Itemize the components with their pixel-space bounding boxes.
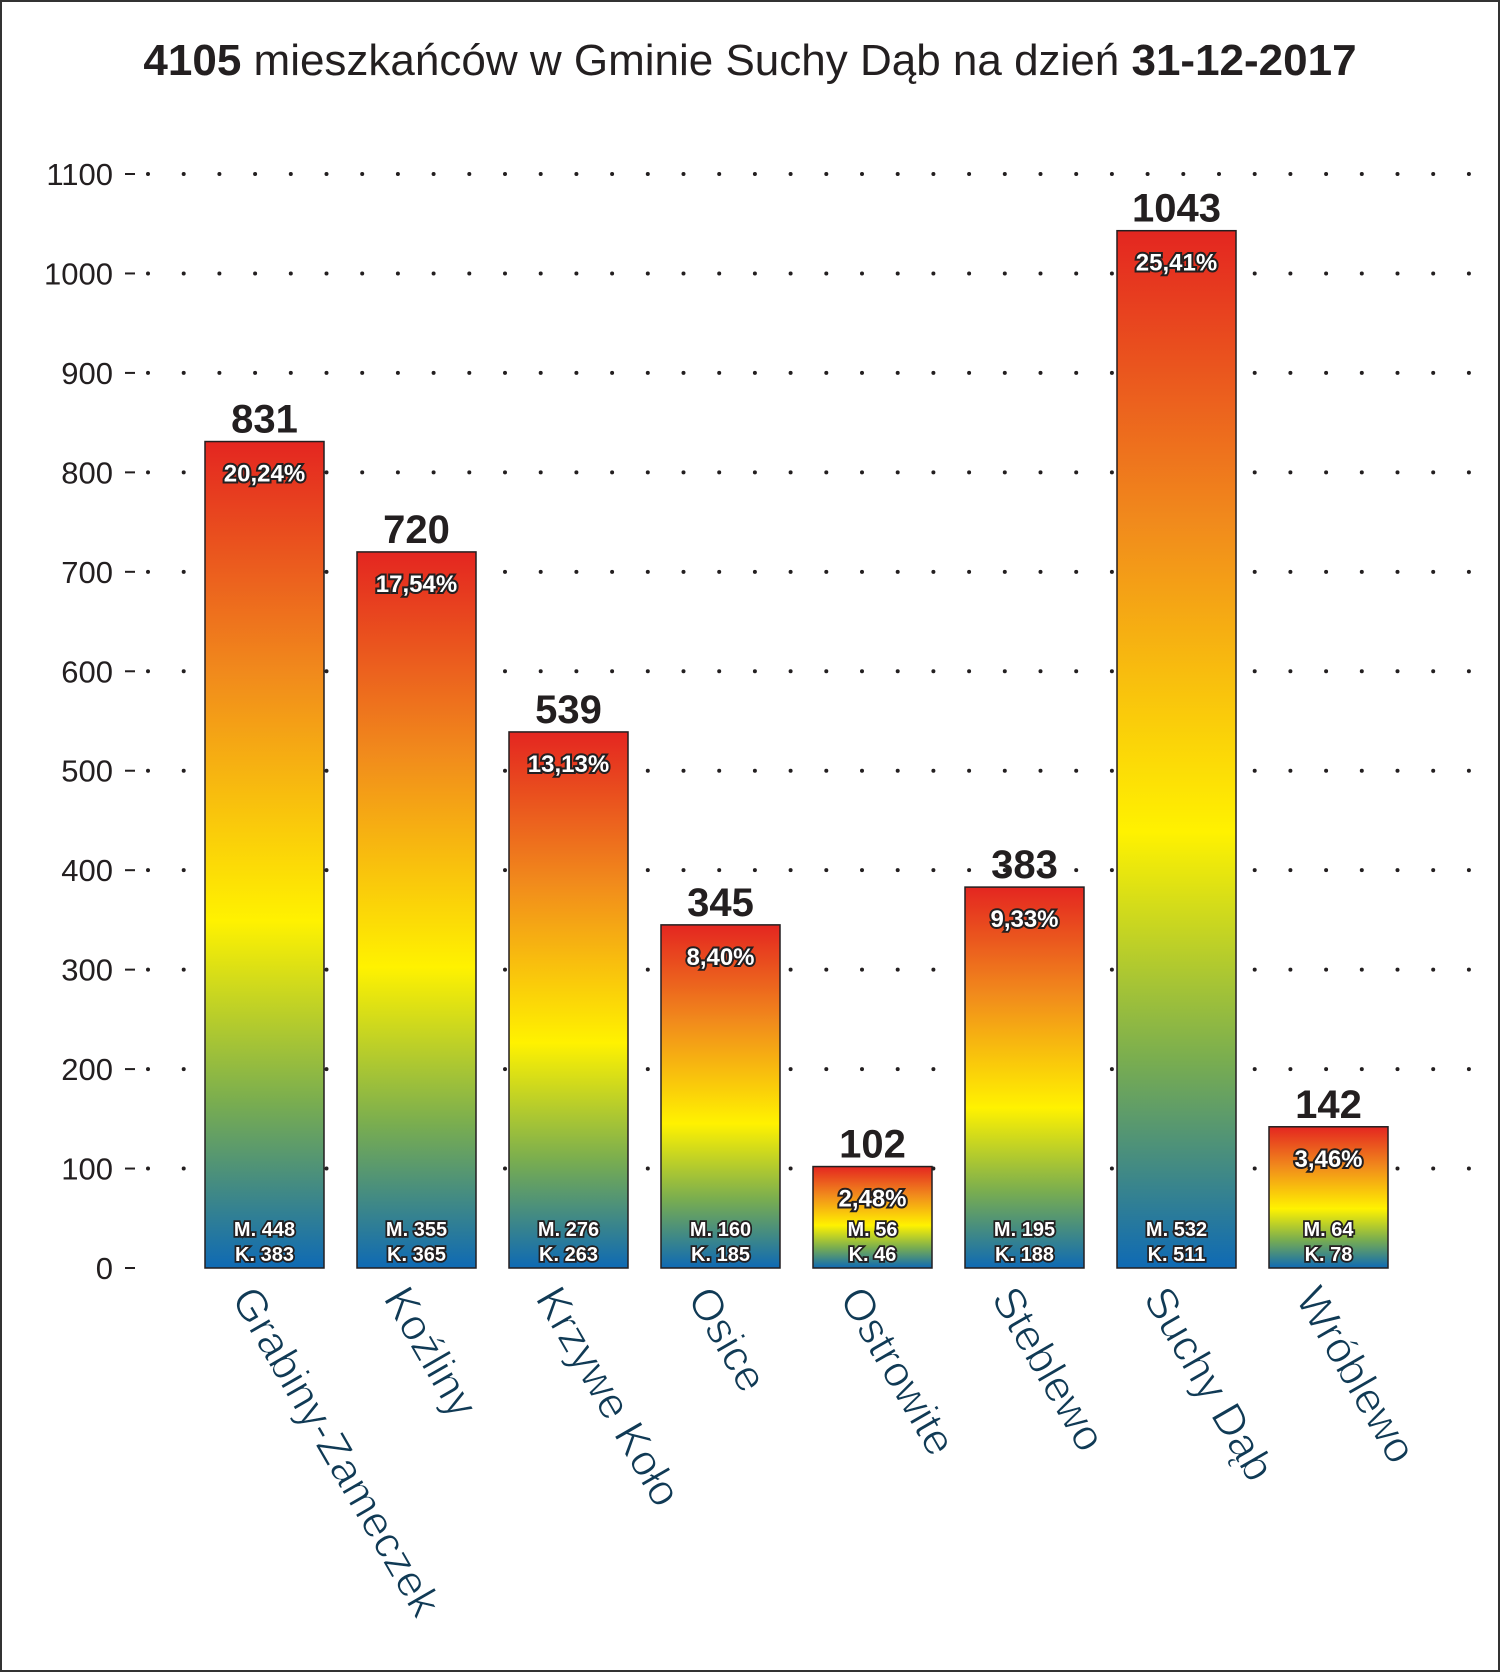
bar-women-label: K. 365	[387, 1244, 446, 1266]
category-label: Steblewo	[982, 1279, 1115, 1460]
bar-percent-label: 3,46%	[1294, 1146, 1362, 1173]
bar-men-label: M. 195	[994, 1219, 1055, 1241]
bar-percent-label: 9,33%	[990, 906, 1058, 933]
bar	[356, 551, 477, 1269]
bar-percent-label: 20,24%	[224, 461, 305, 488]
bar	[964, 886, 1085, 1269]
y-tick-label: 200	[61, 1052, 113, 1087]
category-label: Ostrowite	[830, 1279, 965, 1464]
bar-value-label: 720	[383, 508, 450, 552]
bar-women-label: K. 511	[1148, 1244, 1206, 1266]
bar-women-label: K. 185	[691, 1244, 750, 1266]
category-label: Koźliny	[374, 1279, 487, 1426]
y-tick-label: 300	[61, 953, 113, 988]
bar-men-label: M. 56	[847, 1219, 897, 1241]
y-tick-label: 600	[61, 654, 113, 689]
y-tick-label: 0	[96, 1251, 113, 1286]
bar-value-label: 345	[687, 881, 754, 925]
y-tick-label: 900	[61, 356, 113, 391]
chart-title: 4105 mieszkańców w Gminie Suchy Dąb na d…	[0, 36, 1500, 86]
bar-women-label: K. 383	[235, 1244, 294, 1266]
y-axis: 0 100 200 300 400 500 600 700 800 900 1000 1100	[44, 157, 135, 1286]
bar	[508, 731, 629, 1269]
bar-value-label: 102	[839, 1123, 906, 1167]
category-label: Krzywe Koło	[526, 1279, 691, 1515]
bar	[204, 440, 325, 1269]
bar-percent-label: 8,40%	[686, 944, 754, 971]
y-tick-label: 700	[61, 555, 113, 590]
bar-percent-label: 17,54%	[376, 571, 457, 598]
bar-percent-label: 25,41%	[1136, 250, 1217, 277]
bar-men-label: M. 64	[1303, 1219, 1354, 1241]
bars	[204, 229, 1389, 1269]
bar-value-label: 142	[1295, 1083, 1362, 1127]
title-middle: mieszkańców w Gminie Suchy Dąb na dzień	[241, 36, 1132, 85]
gridlines	[146, 172, 1472, 1171]
bar-value-label: 383	[991, 843, 1058, 887]
bar-percent-label: 13,13%	[528, 751, 609, 778]
bar-women-label: K. 46	[849, 1244, 897, 1266]
title-count: 4105	[143, 36, 242, 85]
y-tick-label: 1000	[44, 256, 113, 291]
bar-men-label: M. 355	[386, 1219, 447, 1241]
bar-women-label: K. 188	[995, 1244, 1054, 1266]
bar-men-label: M. 276	[538, 1219, 599, 1241]
bar-percent-label: 2,48%	[838, 1186, 906, 1213]
y-tick-label: 100	[61, 1152, 113, 1187]
bar-women-label: K. 78	[1305, 1244, 1353, 1266]
data-labels: 831 20,24% M. 448 K. 383 720 17,54% M. 355 K. 3…	[222, 187, 1365, 1268]
bar	[1268, 1126, 1389, 1269]
category-label: Wróblewo	[1286, 1279, 1426, 1472]
y-tick-label: 500	[61, 754, 113, 789]
bar	[1116, 229, 1237, 1269]
bar-women-label: K. 263	[539, 1244, 598, 1266]
bar	[660, 924, 781, 1269]
y-tick-label: 400	[61, 853, 113, 888]
category-label: Osice	[678, 1279, 777, 1401]
y-tick-label: 1100	[46, 157, 113, 192]
bar-men-label: M. 532	[1146, 1219, 1207, 1241]
bar-value-label: 539	[535, 688, 602, 732]
title-date: 31-12-2017	[1131, 36, 1357, 85]
bar-value-label: 1043	[1132, 187, 1221, 231]
bar-men-label: M. 160	[690, 1219, 751, 1241]
bar-value-label: 831	[231, 398, 298, 442]
bar-men-label: M. 448	[234, 1219, 295, 1241]
category-label: Suchy Dąb	[1134, 1279, 1284, 1490]
y-tick-label: 800	[61, 455, 113, 490]
bar	[812, 1165, 933, 1269]
